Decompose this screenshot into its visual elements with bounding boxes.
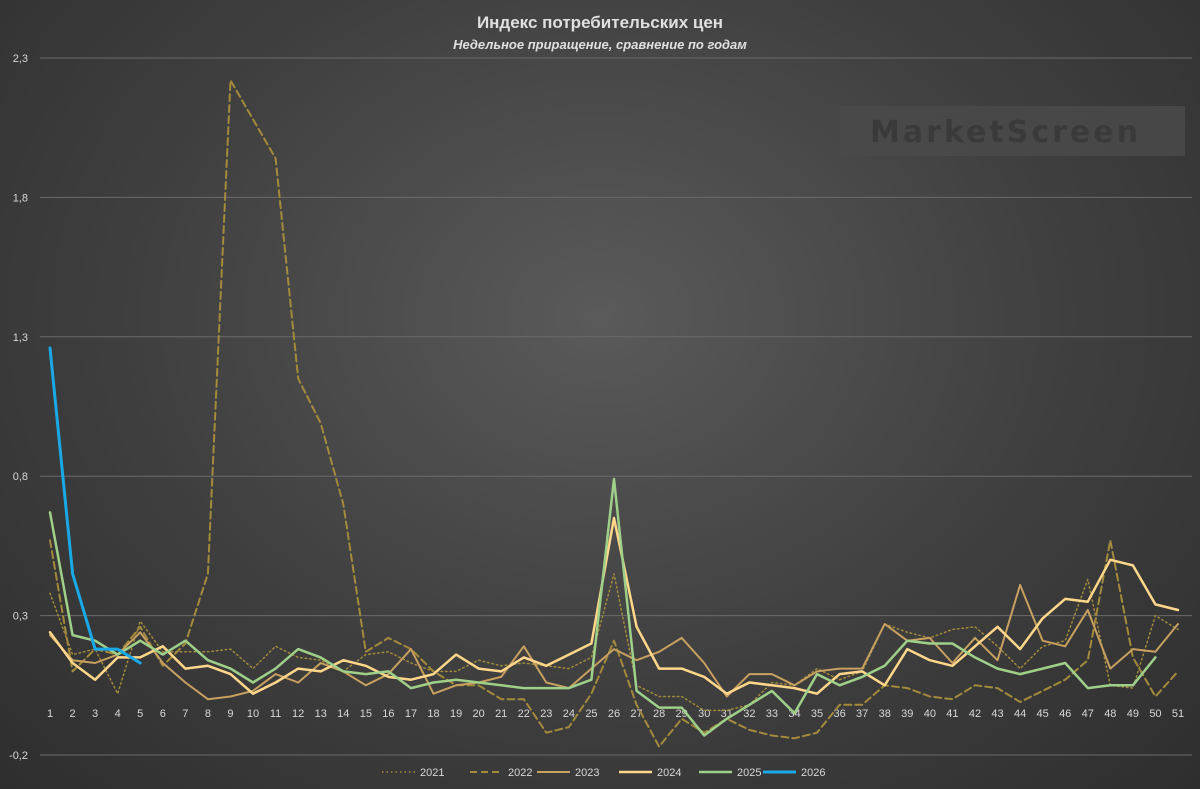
x-tick-label: 45 [1037, 708, 1049, 720]
series-line-2024 [48, 516, 1180, 695]
watermark-box [840, 106, 1185, 156]
x-tick-label: 25 [585, 708, 597, 720]
x-tick-label: 36 [833, 708, 845, 720]
y-tick-label: -0,2 [9, 750, 28, 762]
x-tick-label: 49 [1127, 708, 1139, 720]
x-tick-label: 41 [946, 708, 958, 720]
x-tick-label: 43 [991, 708, 1003, 720]
x-tick-label: 35 [811, 708, 823, 720]
x-tick-label: 26 [608, 708, 620, 720]
x-tick-label: 9 [227, 708, 233, 720]
legend-label-2021: 2021 [420, 767, 444, 779]
x-tick-label: 19 [450, 708, 462, 720]
x-tick-label: 40 [924, 708, 936, 720]
x-tick-label: 23 [540, 708, 552, 720]
x-tick-label: 37 [856, 708, 868, 720]
gridlines [40, 57, 1192, 756]
x-tick-label: 30 [698, 708, 710, 720]
legend-label-2026: 2026 [801, 767, 825, 779]
legend-label-2022: 2022 [508, 767, 532, 779]
y-tick-label: 2,3 [13, 53, 28, 65]
x-tick-label: 47 [1082, 708, 1094, 720]
x-tick-label: 4 [115, 708, 121, 720]
x-axis-ticks: 1 2 3 4 5 6 7 8 9 10 11 12 13 14 15 16 17 18 19 20 21 22 23 24 2… [47, 708, 1184, 720]
y-axis-ticks: 2,3 1,8 1,3 0,8 0,3 -0,2 [9, 53, 28, 762]
x-tick-label: 10 [247, 708, 259, 720]
x-tick-label: 2 [69, 708, 75, 720]
x-tick-label: 5 [137, 708, 143, 720]
x-tick-label: 28 [653, 708, 665, 720]
x-tick-label: 3 [92, 708, 98, 720]
y-tick-label: 1,8 [13, 192, 28, 204]
legend-label-2023: 2023 [575, 767, 599, 779]
chart-subtitle: Недельное приращение, сравнение по годам [453, 37, 747, 52]
x-tick-label: 21 [495, 708, 507, 720]
x-tick-label: 33 [766, 708, 778, 720]
series-lines [48, 79, 1180, 748]
series-line-2026 [48, 346, 142, 665]
watermark-text: MarketScreen [870, 115, 1141, 150]
chart-title: Индекс потребительских цен [477, 13, 723, 32]
x-tick-label: 15 [360, 708, 372, 720]
y-tick-label: 0,8 [13, 471, 28, 483]
legend: 2021 2022 2023 2024 2025 2026 [382, 767, 825, 779]
x-tick-label: 14 [337, 708, 349, 720]
x-tick-label: 12 [292, 708, 304, 720]
series-line-2022 [49, 79, 1179, 748]
x-tick-label: 20 [473, 708, 485, 720]
x-tick-label: 50 [1149, 708, 1161, 720]
x-tick-label: 11 [270, 708, 281, 720]
x-tick-label: 24 [563, 708, 575, 720]
x-tick-label: 32 [743, 708, 755, 720]
x-tick-label: 42 [969, 708, 981, 720]
x-tick-label: 18 [427, 708, 439, 720]
x-tick-label: 6 [160, 708, 166, 720]
x-tick-label: 22 [518, 708, 530, 720]
x-tick-label: 13 [315, 708, 327, 720]
y-tick-label: 1,3 [13, 332, 28, 344]
series-line-2021 [49, 573, 1179, 712]
legend-label-2024: 2024 [657, 767, 681, 779]
watermark: MarketScreen [840, 106, 1185, 156]
series-line-2025 [48, 477, 1157, 737]
x-tick-label: 44 [1014, 708, 1026, 720]
x-tick-label: 7 [182, 708, 188, 720]
x-tick-label: 16 [382, 708, 394, 720]
series-line-2023 [49, 583, 1179, 701]
x-tick-label: 8 [205, 708, 211, 720]
y-tick-label: 0,3 [13, 611, 28, 623]
x-tick-label: 38 [879, 708, 891, 720]
x-tick-label: 17 [405, 708, 417, 720]
x-tick-label: 46 [1059, 708, 1071, 720]
x-tick-label: 1 [47, 708, 53, 720]
x-tick-label: 39 [901, 708, 913, 720]
x-tick-label: 48 [1104, 708, 1116, 720]
x-tick-label: 51 [1172, 708, 1184, 720]
legend-label-2025: 2025 [737, 767, 761, 779]
